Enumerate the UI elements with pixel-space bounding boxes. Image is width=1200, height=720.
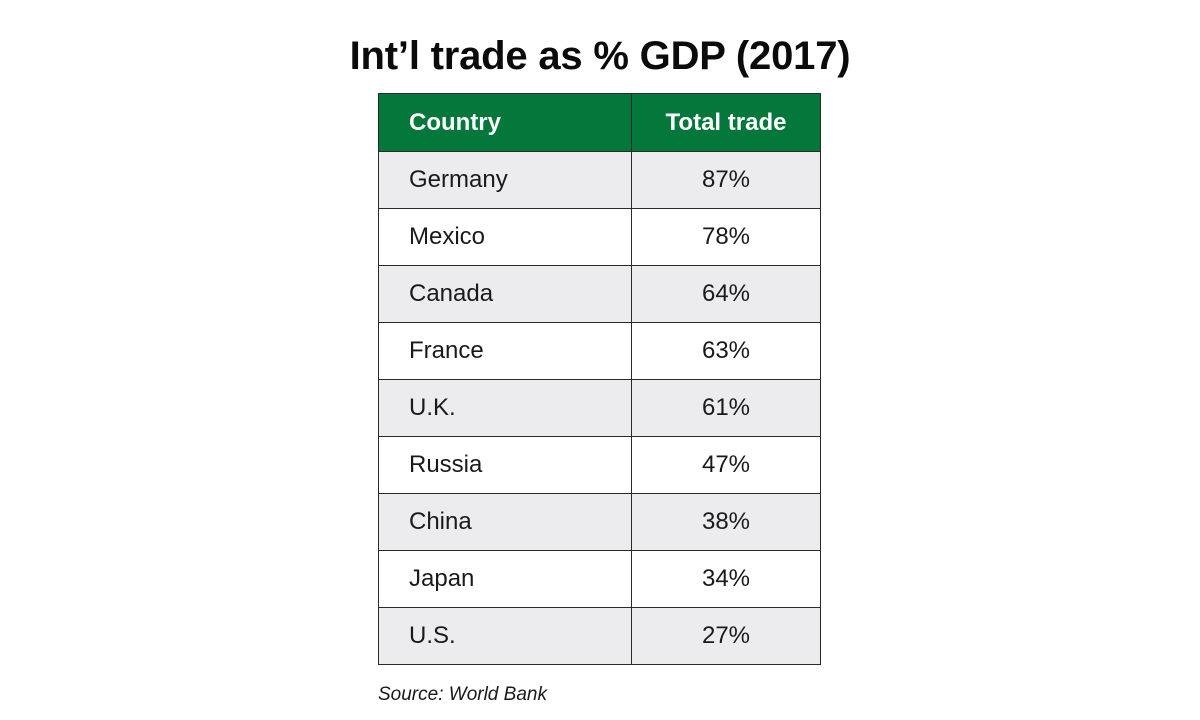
chart-title: Int’l trade as % GDP (2017) <box>349 34 851 78</box>
table-row: U.K. 61% <box>378 379 821 437</box>
table-row: China 38% <box>378 493 821 551</box>
source-note: Source: World Bank <box>378 684 547 705</box>
trade-value-cell: 61% <box>631 379 821 437</box>
table-row: Russia 47% <box>378 436 821 494</box>
trade-table: Country Total trade Germany 87% Mexico 7… <box>378 93 821 665</box>
trade-value-cell: 64% <box>631 265 821 323</box>
trade-value-cell: 63% <box>631 322 821 380</box>
country-cell: U.K. <box>378 379 632 437</box>
country-cell: Germany <box>378 151 632 209</box>
table-row: U.S. 27% <box>378 607 821 665</box>
trade-value-cell: 87% <box>631 151 821 209</box>
country-cell: Mexico <box>378 208 632 266</box>
data-table-container: Country Total trade Germany 87% Mexico 7… <box>378 93 821 665</box>
trade-value-cell: 47% <box>631 436 821 494</box>
country-cell: China <box>378 493 632 551</box>
table-row: Germany 87% <box>378 151 821 209</box>
table-row: Mexico 78% <box>378 208 821 266</box>
table-header: Country Total trade <box>378 93 821 152</box>
country-cell: Russia <box>378 436 632 494</box>
trade-value-cell: 34% <box>631 550 821 608</box>
trade-value-cell: 78% <box>631 208 821 266</box>
table-row: Canada 64% <box>378 265 821 323</box>
country-cell: Canada <box>378 265 632 323</box>
country-cell: U.S. <box>378 607 632 665</box>
table-body: Germany 87% Mexico 78% Canada 64% France… <box>378 151 821 665</box>
country-cell: Japan <box>378 550 632 608</box>
trade-value-cell: 38% <box>631 493 821 551</box>
column-header-country: Country <box>378 93 632 152</box>
table-row: France 63% <box>378 322 821 380</box>
trade-value-cell: 27% <box>631 607 821 665</box>
header-row: Country Total trade <box>378 93 821 152</box>
country-cell: France <box>378 322 632 380</box>
column-header-total-trade: Total trade <box>631 93 821 152</box>
table-row: Japan 34% <box>378 550 821 608</box>
